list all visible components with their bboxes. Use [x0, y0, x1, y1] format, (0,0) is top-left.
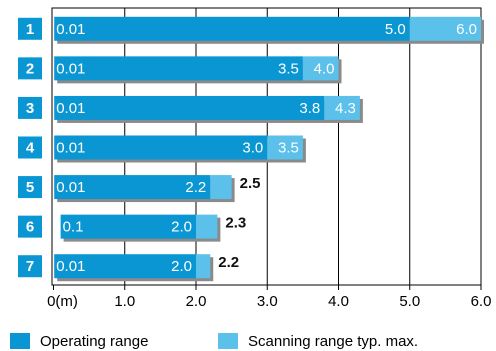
- scanning-bar: [324, 95, 360, 120]
- start-label: 0.01: [56, 179, 85, 196]
- operating-end-label: 3.0: [242, 139, 263, 156]
- operating-end-label: 3.5: [278, 60, 299, 77]
- start-label: 0.01: [56, 139, 85, 156]
- start-label: 0.01: [56, 100, 85, 117]
- row-number: 2: [26, 60, 34, 77]
- scanning-bar: [267, 135, 303, 160]
- scanning-bar: [409, 16, 481, 41]
- operating-end-label: 2.2: [185, 179, 206, 196]
- scanning-bar: [210, 175, 232, 200]
- operating-end-label: 2.0: [171, 258, 192, 275]
- row-number-box: [18, 176, 42, 199]
- row-number-box: [18, 57, 42, 80]
- operating-bar: [54, 95, 325, 120]
- row-number-box: [18, 215, 42, 238]
- row-number: 5: [26, 179, 34, 196]
- x-tick-label: 4.0: [328, 293, 349, 310]
- x-tick-label: 0(m): [47, 293, 78, 310]
- scanning-end-label: 3.5: [278, 139, 299, 156]
- operating-end-label: 3.8: [299, 100, 320, 117]
- x-tick-label: 6.0: [471, 293, 492, 310]
- legend-swatch: [218, 333, 238, 349]
- start-label: 0.01: [56, 258, 85, 275]
- scanning-end-label: 6.0: [456, 21, 477, 38]
- row-number-box: [18, 136, 42, 159]
- scanning-end-label: 4.0: [314, 60, 335, 77]
- scanning-end-label: 2.3: [225, 215, 246, 232]
- scanning-end-label: 2.5: [240, 175, 261, 192]
- operating-bar: [54, 135, 268, 160]
- start-label: 0.01: [56, 21, 85, 38]
- x-tick-label: 2.0: [186, 293, 207, 310]
- legend-label: Scanning range typ. max.: [248, 333, 418, 350]
- x-tick-label: 5.0: [399, 293, 420, 310]
- scanning-end-label: 4.3: [335, 100, 356, 117]
- row-number-box: [18, 96, 42, 119]
- x-tick-label: 3.0: [257, 293, 278, 310]
- operating-bar: [54, 56, 303, 81]
- row-number: 7: [26, 258, 34, 275]
- scanning-bar: [196, 254, 211, 279]
- row-number: 6: [26, 219, 34, 236]
- row-number: 3: [26, 100, 34, 117]
- legend-label: Operating range: [40, 333, 148, 350]
- scanning-bar: [302, 56, 339, 81]
- operating-bar: [60, 214, 196, 239]
- row-number-box: [18, 255, 42, 278]
- scanning-bar: [196, 214, 218, 239]
- start-label: 0.01: [56, 60, 85, 77]
- row-number-box: [18, 17, 42, 40]
- operating-end-label: 5.0: [385, 21, 406, 38]
- operating-end-label: 2.0: [171, 219, 192, 236]
- operating-bar: [54, 175, 211, 200]
- scanning-end-label: 2.2: [218, 254, 239, 271]
- row-number: 1: [26, 21, 34, 38]
- start-label: 0.1: [63, 219, 84, 236]
- legend-swatch: [10, 333, 30, 349]
- operating-bar: [54, 254, 197, 279]
- row-number: 4: [26, 139, 35, 156]
- x-tick-label: 1.0: [114, 293, 135, 310]
- operating-bar: [54, 16, 410, 41]
